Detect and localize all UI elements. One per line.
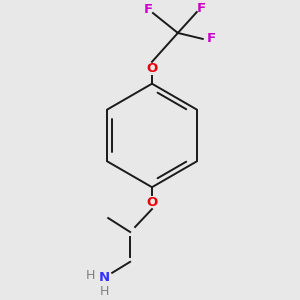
- Text: H: H: [100, 285, 109, 298]
- Text: F: F: [143, 3, 153, 16]
- Text: F: F: [207, 32, 216, 45]
- Text: O: O: [146, 196, 158, 208]
- Text: H: H: [85, 269, 95, 282]
- Text: O: O: [146, 62, 158, 75]
- Text: N: N: [99, 271, 110, 284]
- Text: F: F: [197, 2, 206, 15]
